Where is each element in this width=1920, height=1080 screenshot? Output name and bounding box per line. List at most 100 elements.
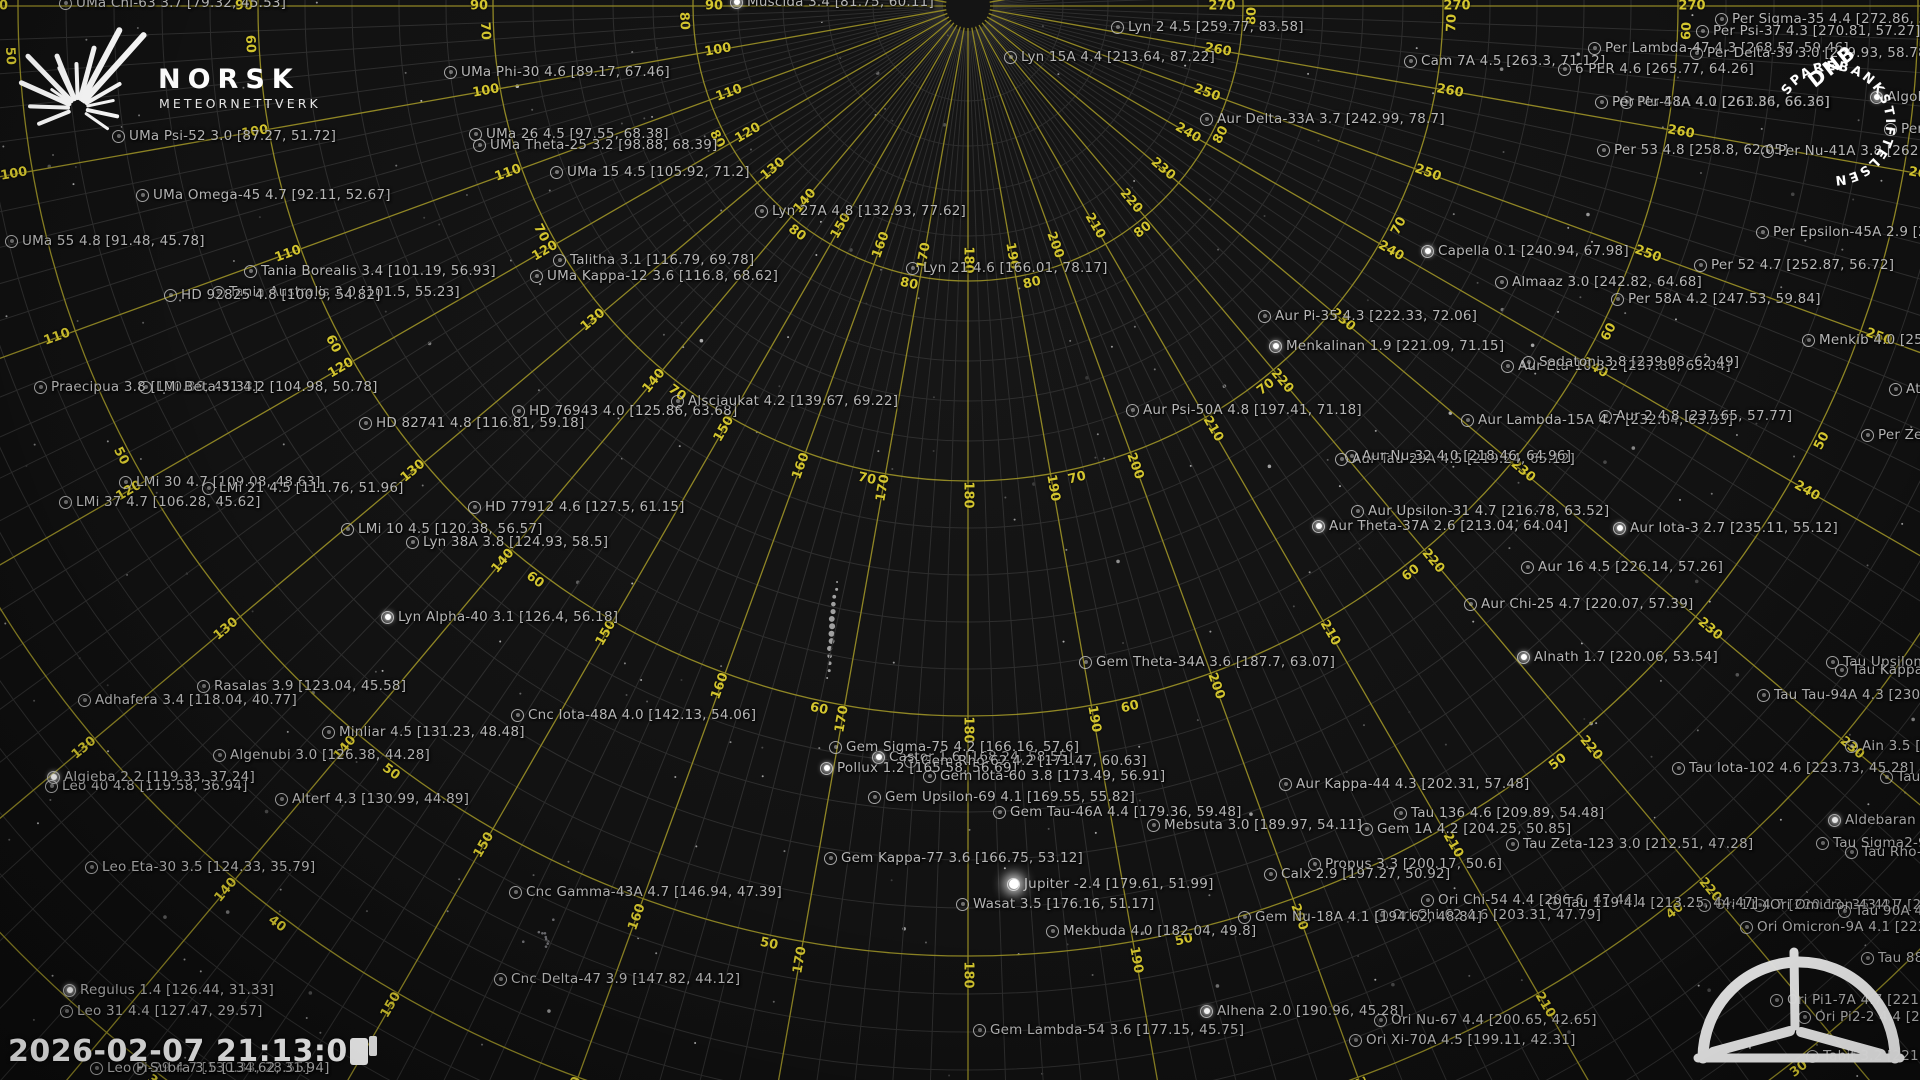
star-label-text: Aur 2 4.8 [237.65, 57.77] — [1616, 408, 1793, 424]
star-label-text: Cnc Iota-48A 4.0 [142.13, 54.06] — [528, 707, 757, 723]
star-marker-icon — [1861, 951, 1874, 965]
star-label-text: Tau 104 4.9 [236.2, 37.4] — [1897, 769, 1920, 785]
star-marker-icon — [1588, 41, 1601, 55]
star-label: 6 PER 4.6 [265.77, 64.26] — [1558, 61, 1754, 77]
star-marker-icon — [512, 404, 525, 418]
star-label: Alnath 1.7 [220.06, 53.54] — [1517, 649, 1718, 665]
grid-number-label: 90 — [0, 0, 9, 14]
star-marker-icon — [1835, 663, 1848, 677]
star-label: Sadatoni 3.8 [239.08, 62.49] — [1522, 354, 1739, 370]
star-marker-icon — [553, 253, 566, 267]
star-marker-icon — [1312, 519, 1325, 533]
star-label-text: Gem Lambda-54 3.6 [177.15, 45.75] — [990, 1022, 1245, 1038]
star-marker-icon — [1200, 1004, 1213, 1018]
star-marker-icon — [1597, 143, 1610, 157]
star-marker-icon — [60, 1004, 73, 1018]
star-marker-icon — [1464, 597, 1477, 611]
svg-text:SPAREBANKSTIFTELSEN: SPAREBANKSTIFTELSEN — [1779, 59, 1897, 187]
star-marker-icon — [1757, 688, 1770, 702]
star-label: Lyn 21 4.6 [166.01, 78.17] — [906, 260, 1108, 276]
star-label-text: Leo 31 4.4 [127.47, 29.57] — [77, 1003, 263, 1019]
star-label-text: Lyn 2 4.5 [259.77, 83.58] — [1128, 19, 1304, 35]
star-marker-icon — [923, 769, 936, 783]
star-label-text: Tau Kappa-65 4.2 [236.9, 41.7] — [1852, 662, 1920, 678]
star-label-text: Alsciaukat 4.2 [139.67, 69.22] — [688, 393, 899, 409]
star-label-text: Praecipua 3.8 [100.86, 45.33] — [51, 379, 259, 395]
star-label: Tau Iota-102 4.6 [223.73, 45.28] — [1672, 760, 1914, 776]
star-label: Ain 3.5 [233.6, 39.6] — [1845, 738, 1920, 754]
star-label-text: HD 76943 4.0 [125.86, 63.68] — [529, 403, 738, 419]
star-label-text: Capella 0.1 [240.94, 67.98] — [1438, 243, 1629, 259]
star-label-text: LMi 10 4.5 [120.38, 56.57] — [358, 521, 543, 537]
star-marker-icon — [1404, 54, 1417, 68]
star-label-text: Pollux 1.2 [165.58, 56.69] — [837, 760, 1018, 776]
star-label-text: LMi Beta-31 4.2 [104.98, 50.78] — [156, 379, 378, 395]
star-label-text: Ori Pi2-2 4.4 [222.9, 29.8] — [1815, 1009, 1920, 1025]
star-marker-icon — [1279, 777, 1292, 791]
star-marker-icon — [275, 792, 288, 806]
star-label: Per Lambda-47 4.3 [268.57, 59.46] — [1588, 40, 1849, 56]
star-label: Aur Iota-3 2.7 [235.11, 55.12] — [1613, 520, 1838, 536]
star-marker-icon — [1672, 761, 1685, 775]
star-marker-icon — [1595, 95, 1608, 109]
star-label: Tau Rho-25 4.7 [231.1, 35.2] — [1845, 844, 1920, 860]
star-label: LMi 21 4.5 [111.76, 51.96] — [202, 480, 404, 496]
grid-number-label: 90 — [234, 0, 254, 14]
star-label-text: Gem Theta-34A 3.6 [187.7, 63.07] — [1096, 654, 1336, 670]
star-label: Praecipua 3.8 [100.86, 45.33] — [34, 379, 258, 395]
star-label-text: Gem 1A 4.2 [204.25, 50.85] — [1377, 821, 1572, 837]
star-label: HD 77912 4.6 [127.5, 61.15] — [468, 499, 685, 515]
star-marker-icon — [993, 805, 1006, 819]
star-label: Atik 2.9 [258.3, 44.9] — [1889, 381, 1920, 397]
star-marker-icon — [136, 188, 149, 202]
star-label: Aur Theta-37A 2.6 [213.04, 64.04] — [1312, 518, 1568, 534]
star-label: Almaaz 3.0 [242.82, 64.68] — [1495, 274, 1702, 290]
star-marker-icon — [1461, 413, 1474, 427]
star-label: HD 82741 4.8 [116.81, 59.18] — [359, 415, 584, 431]
star-marker-icon — [1111, 20, 1124, 34]
star-marker-icon — [1845, 845, 1858, 859]
star-label: Rasalas 3.9 [123.04, 45.58] — [197, 678, 406, 694]
star-marker-icon — [1690, 46, 1703, 60]
star-label-text: Tau Zeta-123 3.0 [212.51, 47.28] — [1523, 836, 1754, 852]
star-label: HD 92825 4.8 [100.9, 54.82] — [164, 287, 381, 303]
star-marker-icon — [956, 897, 969, 911]
star-marker-icon — [1826, 655, 1839, 669]
star-label: Tau 104 4.9 [236.2, 37.4] — [1880, 769, 1920, 785]
star-label-text: Aur Tau-29A 4.5 [219.24, 65.12] — [1352, 451, 1576, 467]
sparebankstiftelsen-dnb-logo: SPAREBANKSTIFTELSEN DNB — [1779, 40, 1897, 188]
star-marker-icon — [1828, 813, 1841, 827]
star-marker-icon — [212, 285, 225, 299]
star-label-text: Muscida 3.4 [81.75, 60.11] — [747, 0, 934, 10]
star-label: Alterf 4.3 [130.99, 44.89] — [275, 791, 469, 807]
star-label: Tau 119 4.4 [213.25, 44.47] — [1548, 895, 1758, 911]
star-label: Alhena 2.0 [190.96, 45.28] — [1200, 1003, 1404, 1019]
norsk-logo-line1: NORSK — [158, 64, 300, 95]
star-label: Lyn 15A 4.4 [213.64, 87.22] — [1004, 49, 1215, 65]
star-label: Tau Upsilon-69 4.3 [237.5, 40.9] — [1826, 654, 1920, 670]
star-marker-icon — [1200, 112, 1213, 126]
star-label: Minliar 4.5 [131.23, 48.48] — [322, 724, 525, 740]
star-marker-icon — [78, 693, 91, 707]
star-label: HD 76943 4.0 [125.86, 63.68] — [512, 403, 737, 419]
star-label-text: UMa 26 4.5 [97.55, 68.38] — [486, 126, 669, 142]
star-label-text: Per 52 4.7 [252.87, 56.72] — [1711, 257, 1895, 273]
star-label: Propus 3.3 [200.17, 50.6] — [1308, 856, 1502, 872]
star-marker-icon — [1521, 560, 1534, 574]
star-marker-icon — [34, 380, 47, 394]
star-marker-icon — [1394, 806, 1407, 820]
star-marker-icon — [820, 761, 833, 775]
star-marker-icon — [473, 138, 486, 152]
star-label: Pollux 1.2 [165.58, 56.69] — [820, 760, 1017, 776]
grid-number-label: 90 — [704, 0, 724, 14]
star-label: Gem Sigma-75 4.2 [166.16, 57.6] — [829, 739, 1079, 755]
star-label: Tania Australis 3.0 [101.5, 55.23] — [212, 284, 460, 300]
star-label: Cnc Iota-48A 4.0 [142.13, 54.06] — [511, 707, 756, 723]
star-label-text: Jupiter -2.4 [179.61, 51.99] — [1024, 876, 1214, 892]
star-marker-icon — [1613, 521, 1626, 535]
star-label: Per 52 4.7 [252.87, 56.72] — [1694, 257, 1894, 273]
star-label-text: Leo 40 4.8 [119.58, 36.94] — [62, 778, 248, 794]
star-marker-icon — [59, 0, 72, 10]
star-label: UMa 15 4.5 [105.92, 71.2] — [550, 164, 750, 180]
